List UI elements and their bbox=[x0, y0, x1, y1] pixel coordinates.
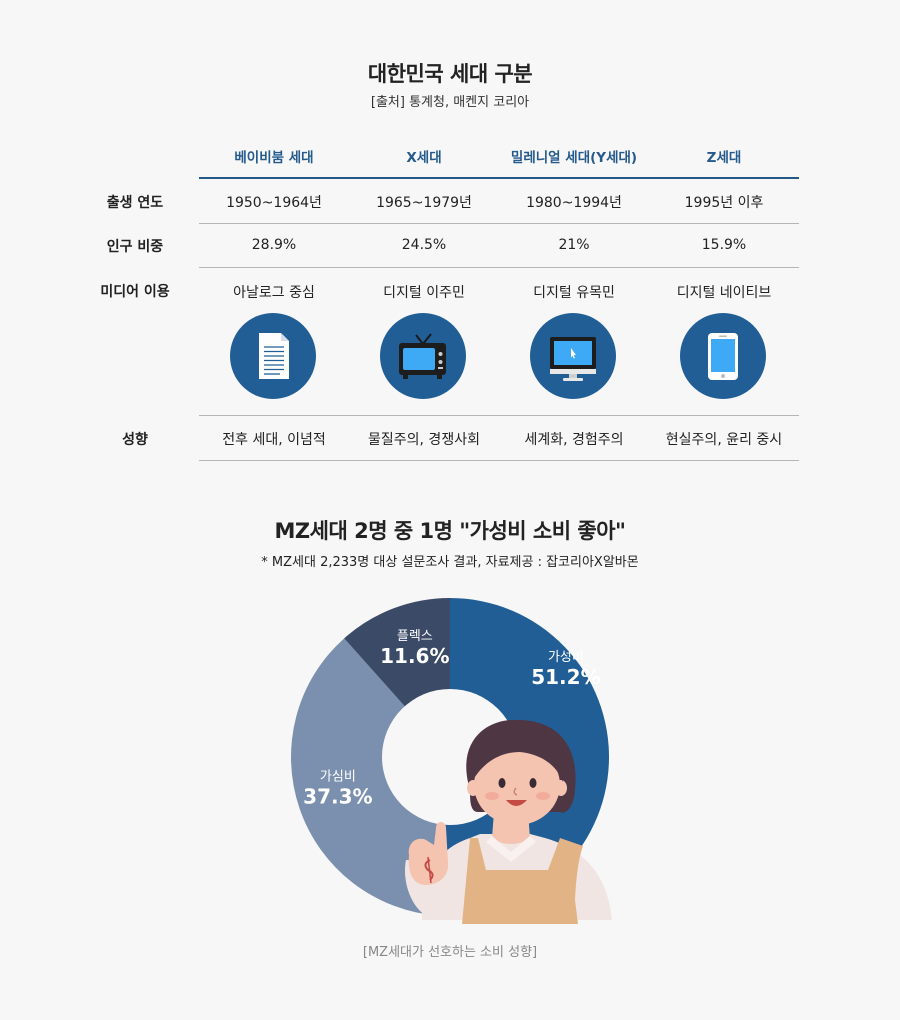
cell-tendency: 현실주의, 윤리 중시 bbox=[665, 432, 783, 448]
row-divider bbox=[199, 223, 799, 224]
row-label-birth-year: 출생 연도 bbox=[106, 195, 164, 211]
cell-population: 24.5% bbox=[401, 237, 447, 253]
row-divider bbox=[199, 460, 799, 461]
col-head-babyboom: 베이비붐 세대 bbox=[234, 150, 314, 166]
generation-title: 대한민국 세대 구분 bbox=[367, 62, 533, 86]
survey-title: MZ세대 2명 중 1명 "가성비 소비 좋아" bbox=[274, 519, 626, 543]
slice-value-label: 11.6% bbox=[380, 644, 449, 668]
cell-birth-year: 1995년 이후 bbox=[684, 195, 764, 211]
cell-media: 디지털 네이티브 bbox=[676, 285, 772, 301]
row-label-media: 미디어 이용 bbox=[100, 284, 170, 300]
slice-category-label: 가성비 bbox=[548, 650, 584, 665]
survey-subtitle: * MZ세대 2,233명 대상 설문조사 결과, 자료제공 : 잡코리아X알바… bbox=[261, 555, 639, 570]
row-label-tendency: 성향 bbox=[122, 432, 148, 448]
cell-media: 디지털 유목민 bbox=[533, 285, 615, 301]
generation-source: [출처] 통계청, 매켄지 코리아 bbox=[370, 95, 530, 110]
cell-media: 아날로그 중심 bbox=[233, 285, 315, 301]
slice-category-label: 가심비 bbox=[320, 769, 356, 784]
col-head-millennial: 밀레니얼 세대(Y세대) bbox=[510, 150, 638, 166]
cell-birth-year: 1965~1979년 bbox=[376, 195, 472, 211]
character-illustration bbox=[404, 719, 612, 924]
col-head-z: Z세대 bbox=[706, 150, 742, 166]
row-label-population: 인구 비중 bbox=[106, 239, 164, 255]
slice-category-label: 플렉스 bbox=[397, 629, 433, 644]
monitor-icon bbox=[530, 313, 616, 399]
smartphone-icon bbox=[680, 313, 766, 399]
cell-population: 28.9% bbox=[251, 237, 297, 253]
slice-value-label: 51.2% bbox=[531, 665, 600, 689]
cell-birth-year: 1980~1994년 bbox=[526, 195, 622, 211]
slice-value-label: 37.3% bbox=[303, 784, 372, 808]
cell-population: 21% bbox=[558, 237, 590, 253]
cell-tendency: 물질주의, 경쟁사회 bbox=[368, 432, 480, 448]
row-divider bbox=[199, 267, 799, 268]
cell-tendency: 세계화, 경험주의 bbox=[524, 432, 624, 448]
tv-icon bbox=[380, 313, 466, 399]
document-icon bbox=[230, 313, 316, 399]
col-head-x: X세대 bbox=[406, 150, 442, 166]
row-divider bbox=[199, 415, 799, 416]
cell-tendency: 전후 세대, 이념적 bbox=[222, 432, 326, 448]
chart-caption: [MZ세대가 선호하는 소비 성향] bbox=[362, 945, 538, 960]
cell-birth-year: 1950~1964년 bbox=[226, 195, 322, 211]
header-divider bbox=[199, 177, 799, 179]
cell-population: 15.9% bbox=[701, 237, 747, 253]
cell-media: 디지털 이주민 bbox=[383, 285, 465, 301]
